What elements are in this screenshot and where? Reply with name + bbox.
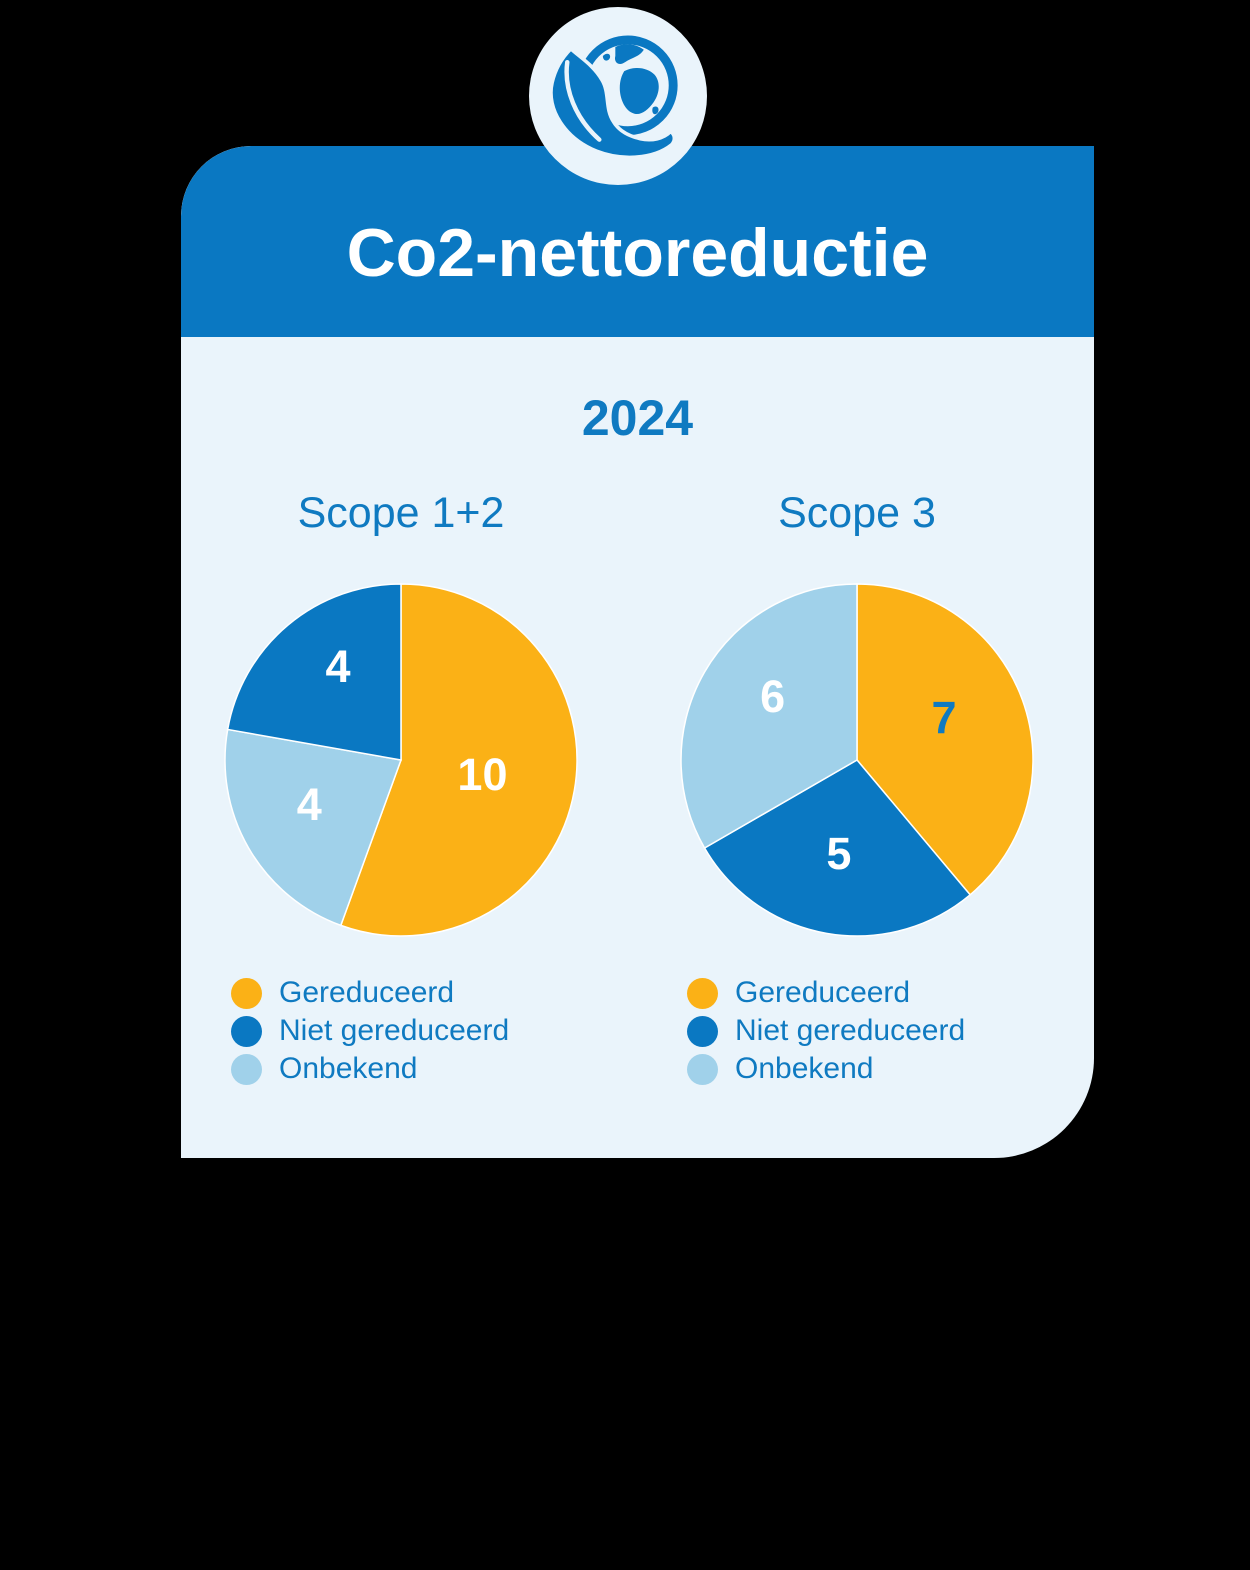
globe-continents [602,44,659,115]
legend-label: Gereduceerd [279,976,455,1009]
legend-dot-onbekend [231,1053,262,1085]
leaf-swoosh [549,47,677,160]
chart-title: Scope 1+2 [297,489,505,537]
pie-slice-value: 4 [297,779,322,830]
legend-item: Onbekend [687,1050,1047,1088]
legend-item: Gereduceerd [231,974,591,1012]
card-title: Co2-nettoreductie [346,214,929,291]
leaf-vein [564,59,602,142]
pie-slice-value: 5 [826,828,851,879]
chart-title: Scope 3 [778,489,936,537]
legend-label: Gereduceerd [735,976,911,1009]
legend-dot-niet-gereduceerd [687,1015,718,1047]
legend-item: Gereduceerd [687,974,1047,1012]
legend-item: Niet gereduceerd [231,1012,591,1050]
pie-slice-value: 4 [325,641,350,692]
chart-legend: Gereduceerd Niet gereduceerd Onbekend [687,974,1047,1088]
pie-chart-scope-3: 7 5 6 [680,583,1034,937]
legend-label: Niet gereduceerd [279,1014,510,1047]
legend-dot-onbekend [687,1053,718,1085]
legend-dot-niet-gereduceerd [231,1015,262,1047]
legend-item: Onbekend [231,1050,591,1088]
pie-slice-value: 10 [457,749,507,800]
chart-legend: Gereduceerd Niet gereduceerd Onbekend [231,974,591,1088]
chart-column-scope-1-2: Scope 1+2 10 4 4 Gereduceerd Niet gereduce… [211,488,591,1088]
pie-slice-onbekend [224,728,403,927]
pie-slice-onbekend [680,583,858,850]
leaf-globe-icon [529,7,707,185]
legend-item: Niet gereduceerd [687,1012,1047,1050]
legend-label: Niet gereduceerd [735,1014,966,1047]
leaf-globe-badge [529,7,707,185]
pie-chart-scope-1-2: 10 4 4 [224,583,578,937]
legend-dot-gereduceerd [687,977,718,1009]
pie-slice-value: 6 [760,671,785,722]
pie-slice-gereduceerd [339,583,578,937]
co2-reduction-card: Co2-nettoreductie 2024 Scope 1+2 10 4 4 Ge… [181,146,1094,1158]
pie-slice-niet-gereduceerd [226,583,402,761]
pie-slice-gereduceerd [856,583,1034,896]
chart-column-scope-3: Scope 3 7 5 6 Gereduceerd Niet gereduceerd… [667,488,1047,1088]
legend-dot-gereduceerd [231,977,262,1009]
year-label: 2024 [581,390,694,446]
pie-slice-niet-gereduceerd [703,759,972,937]
legend-label: Onbekend [279,1052,418,1085]
legend-label: Onbekend [735,1052,874,1085]
pie-slice-value: 7 [931,692,956,743]
